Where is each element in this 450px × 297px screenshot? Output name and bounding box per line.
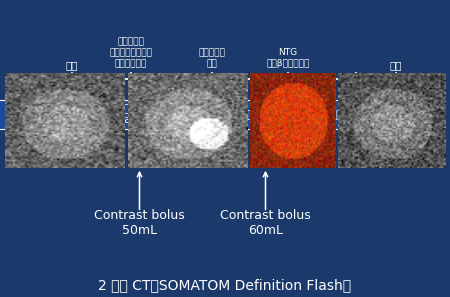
FancyBboxPatch shape [97, 100, 182, 129]
Text: 40（分）: 40（分） [380, 88, 412, 98]
FancyBboxPatch shape [0, 100, 81, 129]
Text: Contrast bolus
60mL: Contrast bolus 60mL [220, 209, 311, 237]
Text: NTG
静注βブロッカー: NTG 静注βブロッカー [266, 48, 310, 68]
Text: 0: 0 [69, 88, 75, 98]
Text: 遅延造影 CT: 遅延造影 CT [336, 109, 380, 119]
Text: 造影前 CT: 造影前 CT [19, 109, 57, 119]
FancyBboxPatch shape [223, 100, 308, 129]
Text: 退室: 退室 [390, 60, 402, 70]
Text: アデノシン負荷
Dynamic CTP: アデノシン負荷 Dynamic CTP [103, 104, 176, 125]
Text: Contrast bolus
50mL: Contrast bolus 50mL [94, 209, 185, 237]
Text: 血管拡張薬
負荷: 血管拡張薬 負荷 [198, 48, 225, 68]
FancyBboxPatch shape [315, 100, 400, 129]
Text: トポグラム
カルシウムスコア
造影剤テスト: トポグラム カルシウムスコア 造影剤テスト [109, 37, 152, 68]
Text: 2 管球 CT（SOMATOM Definition Flash）: 2 管球 CT（SOMATOM Definition Flash） [99, 279, 351, 293]
Text: 入室: 入室 [66, 60, 78, 70]
Text: 冠動脈 CT: 冠動脈 CT [247, 109, 284, 119]
